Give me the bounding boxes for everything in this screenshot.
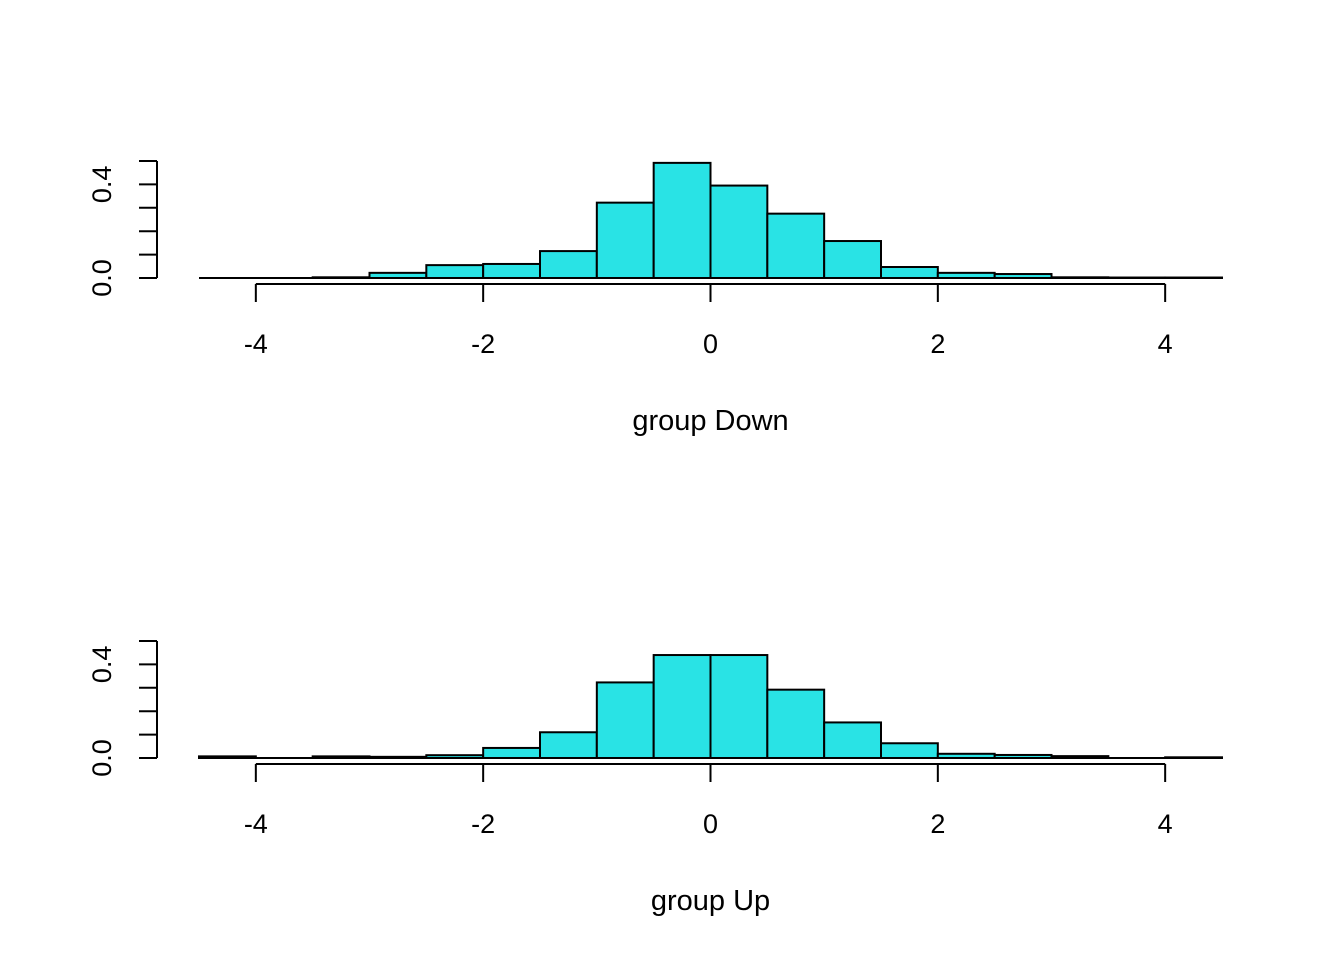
histogram-bar [595,201,655,279]
histogram-bar [880,742,939,760]
histogram-bar [823,240,882,279]
histogram-bar [652,161,712,279]
x-tick-label: 4 [1158,329,1173,359]
x-tick-label: -2 [471,329,495,359]
x-tick-label: 2 [930,809,945,839]
x-tick-label: -2 [471,809,495,839]
histogram-bar [482,262,542,279]
x-tick-label: 2 [930,329,945,359]
histogram-panel-group-up: -4 -2 0 2 4 0.0 0.4 group Up [87,640,1224,917]
x-tick-label: -4 [244,329,268,359]
histogram-panel-group-down: -4 -2 0 2 4 0.0 0.4 group Down [87,160,1224,437]
x-tick-label: -4 [244,809,268,839]
y-tick-label: 0.4 [87,166,117,204]
histogram-bar [709,184,769,280]
x-tick-label: 0 [703,329,718,359]
histogram-bar [766,212,826,279]
histogram-bar [539,731,598,760]
x-axis-title: group Down [632,405,788,437]
histogram-bar [709,654,769,759]
histogram-bar [425,264,485,280]
histogram-bar [595,681,655,759]
x-axis-title: group Up [651,885,770,917]
y-tick-label: 0.0 [87,739,117,777]
histogram-bar [823,721,882,759]
x-tick-label: 0 [703,809,718,839]
histogram-bar [482,746,542,760]
histogram-bar [880,266,939,279]
y-tick-label: 0.4 [87,646,117,684]
histogram-bar [652,654,712,759]
histogram-bar [539,250,598,279]
x-tick-label: 4 [1158,809,1173,839]
histogram-bar [766,688,826,759]
y-tick-label: 0.0 [87,259,117,297]
